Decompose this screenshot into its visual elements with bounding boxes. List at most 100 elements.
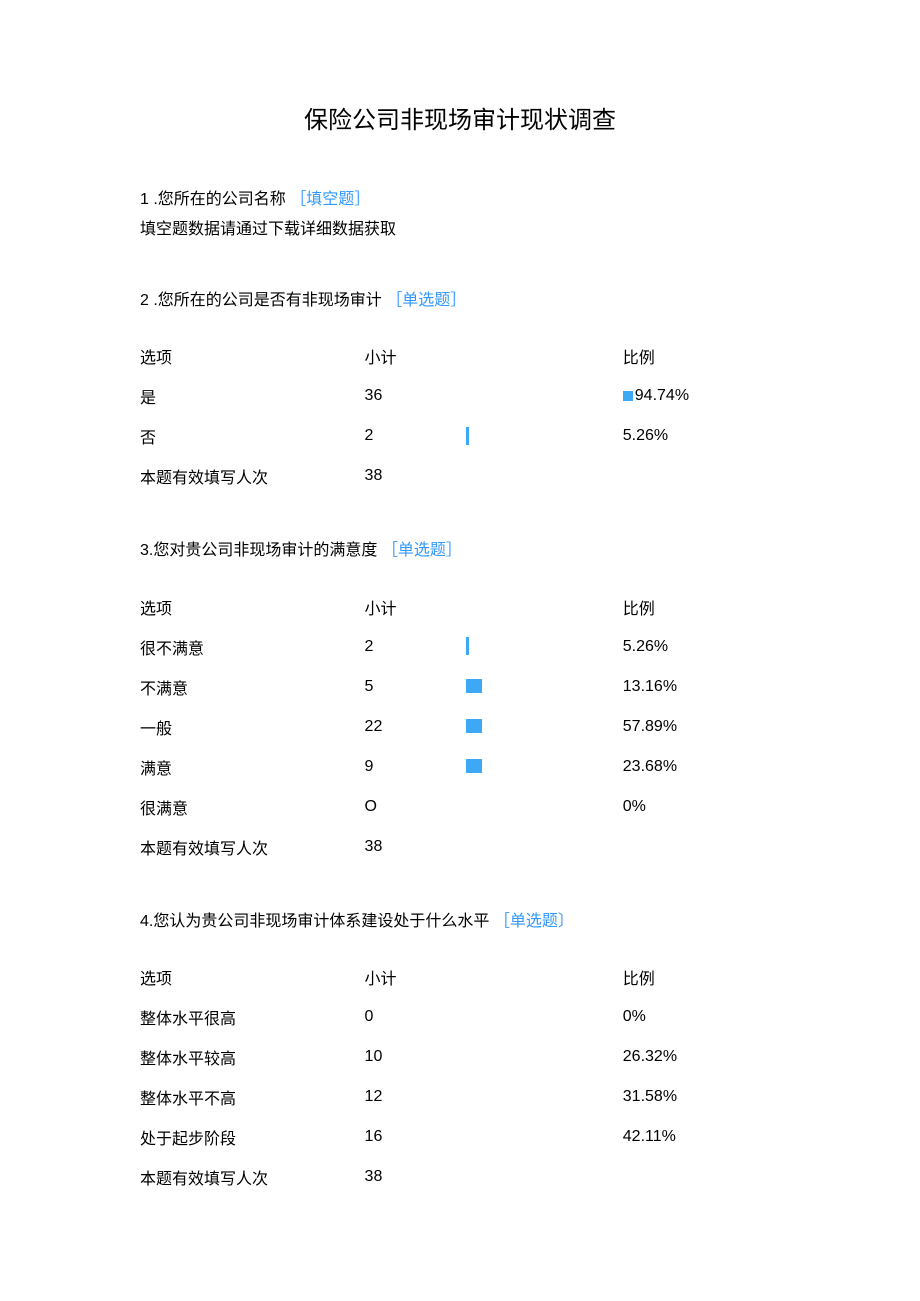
table-row: 整体水平不高 12 31.58% (140, 1077, 780, 1117)
hdr-count: 小计 (365, 957, 466, 997)
q3-table: 选项 小计 比例 很不满意 2 5.26% 不满意 5 13.16% 一般 22… (140, 587, 780, 867)
footer-count: 38 (365, 456, 466, 496)
q4-prompt: 4.您认为贵公司非现场审计体系建设处于什么水平 ［单选题〕 (140, 907, 780, 937)
hdr-ratio: 比例 (623, 957, 780, 997)
bar-icon (466, 759, 482, 773)
row-bar (466, 707, 623, 747)
row-count: 36 (365, 376, 466, 416)
row-label: 处于起步阶段 (140, 1117, 365, 1157)
q2-prompt: 2 .您所在的公司是否有非现场审计 ［单选题］ (140, 286, 780, 316)
row-count: 2 (365, 416, 466, 456)
row-count: O (365, 787, 466, 827)
row-label: 很不满意 (140, 627, 365, 667)
row-bar (466, 376, 623, 416)
row-count: 9 (365, 747, 466, 787)
row-label: 不满意 (140, 667, 365, 707)
row-pct: 13.16% (623, 667, 780, 707)
row-pct: 0% (623, 787, 780, 827)
table-footer: 本题有效填写人次 38 (140, 456, 780, 496)
bar-icon (623, 391, 633, 401)
page-title: 保险公司非现场审计现状调查 (140, 100, 780, 135)
q3-prompt: 3.您对贵公司非现场审计的满意度 ［单选题］ (140, 536, 780, 566)
row-pct: 94.74% (623, 376, 780, 416)
footer-count: 38 (365, 1157, 466, 1197)
table-row: 一般 22 57.89% (140, 707, 780, 747)
q1-tag: ［填空题］ (290, 191, 370, 208)
q1-note: 填空题数据请通过下载详细数据获取 (140, 215, 780, 245)
q4-table: 选项 小计 比例 整体水平很高 0 0% 整体水平较高 10 26.32% 整体… (140, 957, 780, 1197)
bar-icon (466, 427, 469, 445)
table-footer: 本题有效填写人次 38 (140, 827, 780, 867)
row-count: 2 (365, 627, 466, 667)
row-label: 一般 (140, 707, 365, 747)
q2-table: 选项 小计 比例 是 36 94.74% 否 2 5.26% 本 (140, 336, 780, 496)
q3-num: 3 (140, 542, 149, 559)
footer-label: 本题有效填写人次 (140, 456, 365, 496)
q2-tag: ［单选题］ (386, 292, 466, 309)
hdr-option: 选项 (140, 957, 365, 997)
row-pct: 42.11% (623, 1117, 780, 1157)
row-pct: 5.26% (623, 416, 780, 456)
row-label: 满意 (140, 747, 365, 787)
table-footer: 本题有效填写人次 38 (140, 1157, 780, 1197)
row-count: 5 (365, 667, 466, 707)
q1-prompt: 1 .您所在的公司名称 ［填空题］ (140, 185, 780, 215)
table-row: 不满意 5 13.16% (140, 667, 780, 707)
pct-text: 94.74% (635, 387, 689, 405)
bar-icon (466, 679, 482, 693)
row-label: 很满意 (140, 787, 365, 827)
row-count: 10 (365, 1037, 466, 1077)
table-row: 是 36 94.74% (140, 376, 780, 416)
row-bar (466, 787, 623, 827)
row-count: 12 (365, 1077, 466, 1117)
hdr-option: 选项 (140, 587, 365, 627)
question-4: 4.您认为贵公司非现场审计体系建设处于什么水平 ［单选题〕 选项 小计 比例 整… (140, 907, 780, 1197)
row-label: 整体水平很高 (140, 997, 365, 1037)
hdr-ratio: 比例 (623, 587, 780, 627)
row-bar (466, 627, 623, 667)
footer-count: 38 (365, 827, 466, 867)
row-label: 否 (140, 416, 365, 456)
table-row: 整体水平较高 10 26.32% (140, 1037, 780, 1077)
table-header: 选项 小计 比例 (140, 587, 780, 627)
row-bar (466, 747, 623, 787)
row-label: 整体水平不高 (140, 1077, 365, 1117)
q2-num: 2 (140, 292, 149, 309)
hdr-bar (466, 336, 623, 376)
table-row: 整体水平很高 0 0% (140, 997, 780, 1037)
q2-text: .您所在的公司是否有非现场审计 (153, 292, 381, 309)
row-label: 是 (140, 376, 365, 416)
table-row: 满意 9 23.68% (140, 747, 780, 787)
hdr-option: 选项 (140, 336, 365, 376)
table-row: 否 2 5.26% (140, 416, 780, 456)
question-2: 2 .您所在的公司是否有非现场审计 ［单选题］ 选项 小计 比例 是 36 94… (140, 286, 780, 496)
footer-label: 本题有效填写人次 (140, 1157, 365, 1197)
row-bar (466, 667, 623, 707)
q4-num: 4 (140, 913, 149, 930)
footer-label: 本题有效填写人次 (140, 827, 365, 867)
row-pct: 0% (623, 997, 780, 1037)
q1-text: .您所在的公司名称 (153, 191, 285, 208)
q4-text: .您认为贵公司非现场审计体系建设处于什么水平 (149, 913, 489, 930)
q4-tag: ［单选题〕 (494, 913, 574, 930)
q3-tag: ［单选题］ (382, 542, 462, 559)
row-pct: 5.26% (623, 627, 780, 667)
hdr-ratio: 比例 (623, 336, 780, 376)
bar-icon (466, 637, 469, 655)
question-1: 1 .您所在的公司名称 ［填空题］ 填空题数据请通过下载详细数据获取 (140, 185, 780, 246)
table-header: 选项 小计 比例 (140, 336, 780, 376)
row-count: 0 (365, 997, 466, 1037)
row-count: 22 (365, 707, 466, 747)
row-pct: 31.58% (623, 1077, 780, 1117)
row-label: 整体水平较高 (140, 1037, 365, 1077)
row-pct: 26.32% (623, 1037, 780, 1077)
row-pct: 23.68% (623, 747, 780, 787)
table-row: 很不满意 2 5.26% (140, 627, 780, 667)
table-header: 选项 小计 比例 (140, 957, 780, 997)
table-row: 很满意 O 0% (140, 787, 780, 827)
row-pct: 57.89% (623, 707, 780, 747)
row-count: 16 (365, 1117, 466, 1157)
hdr-count: 小计 (365, 336, 466, 376)
question-3: 3.您对贵公司非现场审计的满意度 ［单选题］ 选项 小计 比例 很不满意 2 5… (140, 536, 780, 866)
q1-num: 1 (140, 191, 149, 208)
